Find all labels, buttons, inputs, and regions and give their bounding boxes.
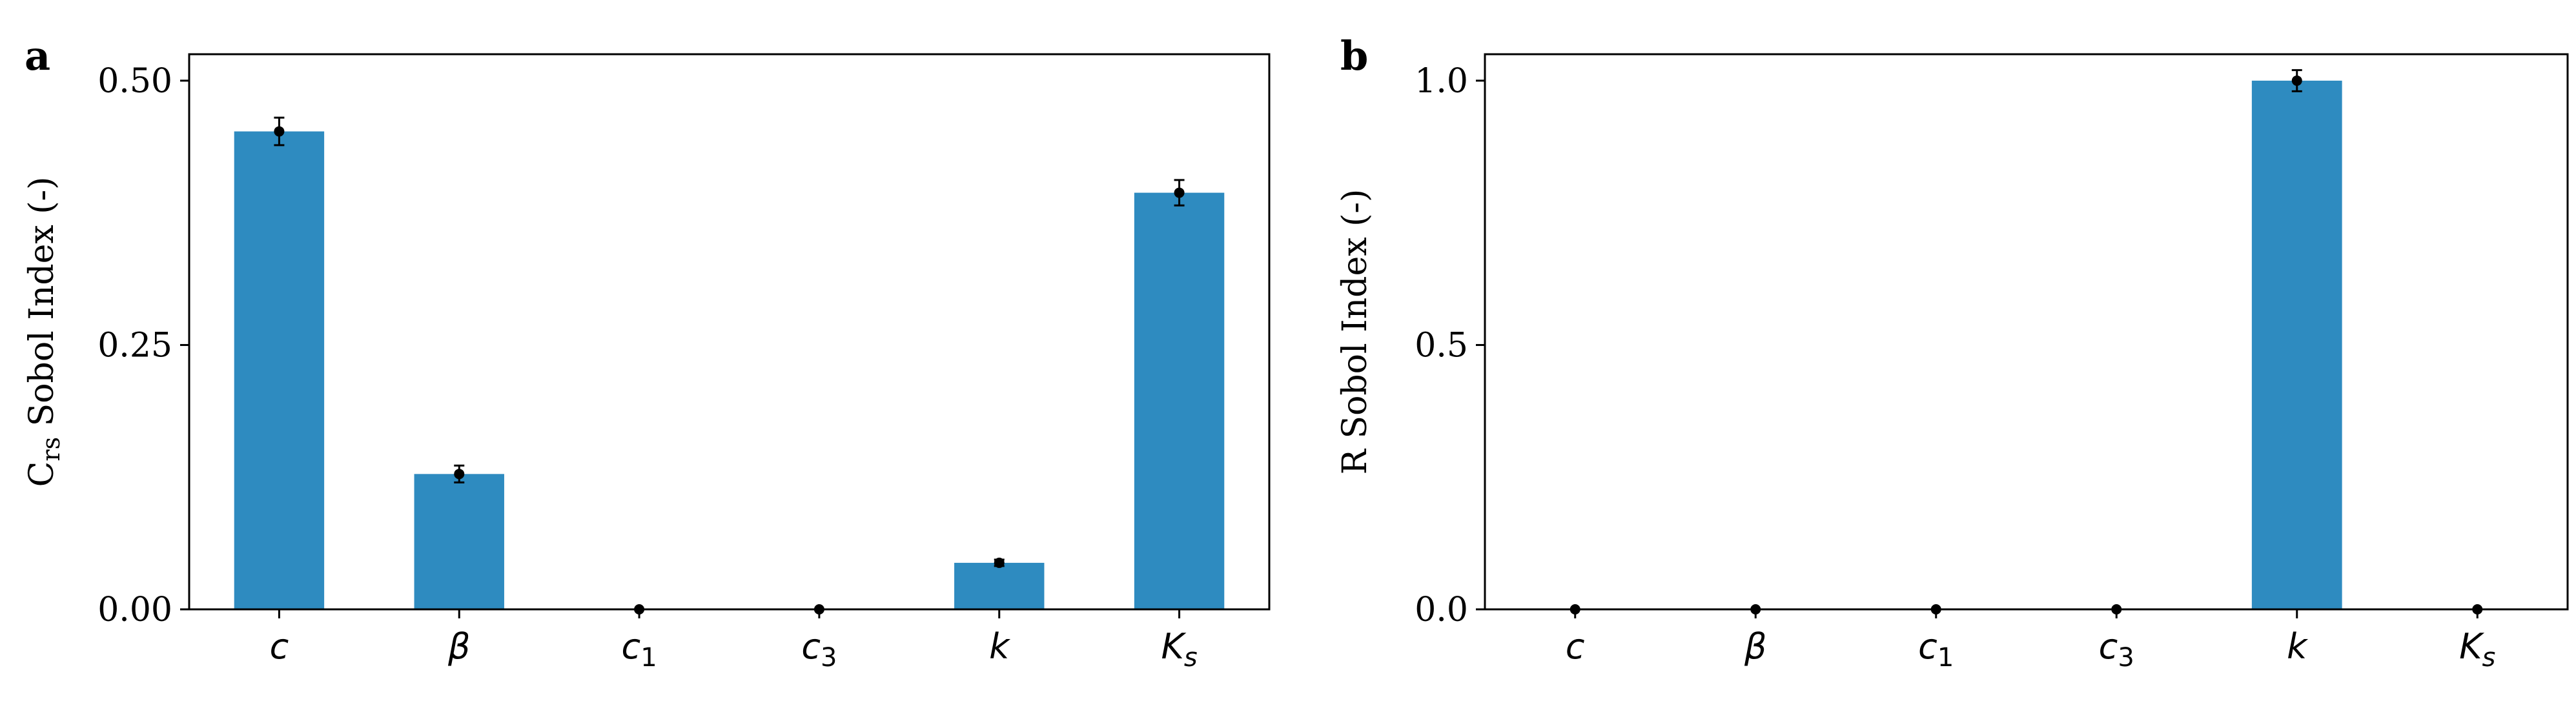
x-tick-label-b-5: Ks bbox=[2459, 626, 2495, 673]
y-tick-label-b-0: 0.0 bbox=[1415, 591, 1468, 629]
x-tick-label-b-3: c3 bbox=[2099, 626, 2134, 673]
data-point-a-4 bbox=[994, 557, 1005, 568]
x-tick-label-b-2: c1 bbox=[1918, 626, 1954, 673]
bar-a-0 bbox=[234, 131, 325, 610]
panel-label-a: a bbox=[25, 32, 50, 79]
y-axis-label-b: R Sobol Index (-) bbox=[1336, 189, 1375, 474]
x-tick-label-b-4: k bbox=[2287, 626, 2309, 667]
plot-frame-a bbox=[188, 53, 1271, 611]
x-tick-label-a-5: Ks bbox=[1161, 626, 1197, 673]
data-point-b-4 bbox=[2291, 75, 2302, 86]
y-tick-label-a-1: 0.25 bbox=[97, 326, 172, 365]
y-tick-label-b-2: 1.0 bbox=[1415, 62, 1468, 101]
data-point-a-5 bbox=[1174, 187, 1185, 198]
bar-a-5 bbox=[1134, 192, 1225, 610]
x-tick-label-a-3: c3 bbox=[801, 626, 837, 673]
y-tick-label-b-1: 0.5 bbox=[1415, 326, 1468, 365]
x-tick-label-a-4: k bbox=[989, 626, 1011, 667]
data-point-a-1 bbox=[454, 469, 465, 480]
chart-panel-a: 0.00 0.25 0.50 c β c1 c3 k Ks Crs Sobol Index (-)… bbox=[23, 32, 1271, 673]
x-tick-label-a-1: β bbox=[447, 626, 470, 667]
x-tick-label-b-1: β bbox=[1744, 626, 1766, 667]
bar-a-1 bbox=[414, 474, 504, 609]
chart-panel-b: 0.0 0.5 1.0 c β c1 c3 k Ks R Sobol Index (-) b bbox=[1336, 32, 2569, 673]
plot-frame-b bbox=[1484, 53, 2569, 611]
x-tick-label-a-2: c1 bbox=[622, 626, 657, 673]
x-tick-label-b-0: c bbox=[1566, 626, 1585, 667]
x-tick-label-a-0: c bbox=[270, 626, 289, 667]
bar-a-4 bbox=[954, 562, 1045, 609]
data-point-a-0 bbox=[274, 126, 285, 137]
panel-label-b: b bbox=[1340, 32, 1368, 79]
bar-b-4 bbox=[2251, 80, 2342, 609]
y-tick-label-a-2: 0.50 bbox=[97, 62, 172, 101]
y-axis-label-a: Crs Sobol Index (-) bbox=[23, 177, 65, 487]
y-tick-label-a-0: 0.00 bbox=[97, 591, 172, 629]
